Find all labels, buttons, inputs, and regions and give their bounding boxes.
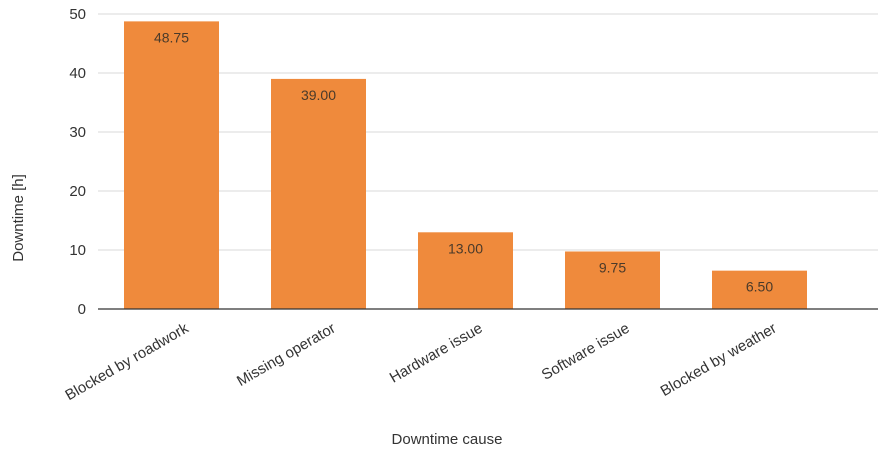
bar	[271, 78, 366, 310]
x-tick-label: Hardware issue	[387, 320, 486, 387]
y-tick-label: 10	[69, 242, 86, 259]
y-tick-label: 0	[78, 301, 86, 318]
bar-value-label: 13.00	[448, 240, 483, 256]
gridlines	[98, 13, 878, 251]
y-tick-label: 40	[69, 65, 86, 82]
x-tick-label: Blocked by weather	[658, 320, 780, 400]
bar-value-label: 39.00	[301, 87, 336, 103]
x-axis-title: Downtime cause	[392, 431, 503, 448]
y-tick-label: 30	[69, 124, 86, 141]
bar-value-label: 48.75	[154, 29, 189, 45]
y-tick-label: 50	[69, 6, 86, 23]
bar-value-label: 9.75	[599, 259, 626, 275]
y-axis-title: Downtime [h]	[10, 174, 27, 262]
bars	[124, 21, 807, 310]
x-tick-label: Software issue	[539, 320, 633, 384]
y-tick-label: 20	[69, 183, 86, 200]
x-tick-label: Missing operator	[234, 320, 339, 390]
bar-value-label: 6.50	[746, 279, 773, 295]
bar	[124, 21, 219, 309]
bar	[565, 251, 660, 309]
x-tick-label: Blocked by roadwork	[62, 319, 192, 404]
data-labels: 48.75 39.00 13.00 9.75 6.50	[154, 29, 773, 294]
y-axis-ticks: 0 10 20 30 40 50	[69, 6, 86, 318]
bar	[712, 270, 807, 309]
x-axis-ticks: Blocked by roadwork Missing operator Hardw…	[62, 319, 779, 404]
bar	[418, 232, 513, 309]
